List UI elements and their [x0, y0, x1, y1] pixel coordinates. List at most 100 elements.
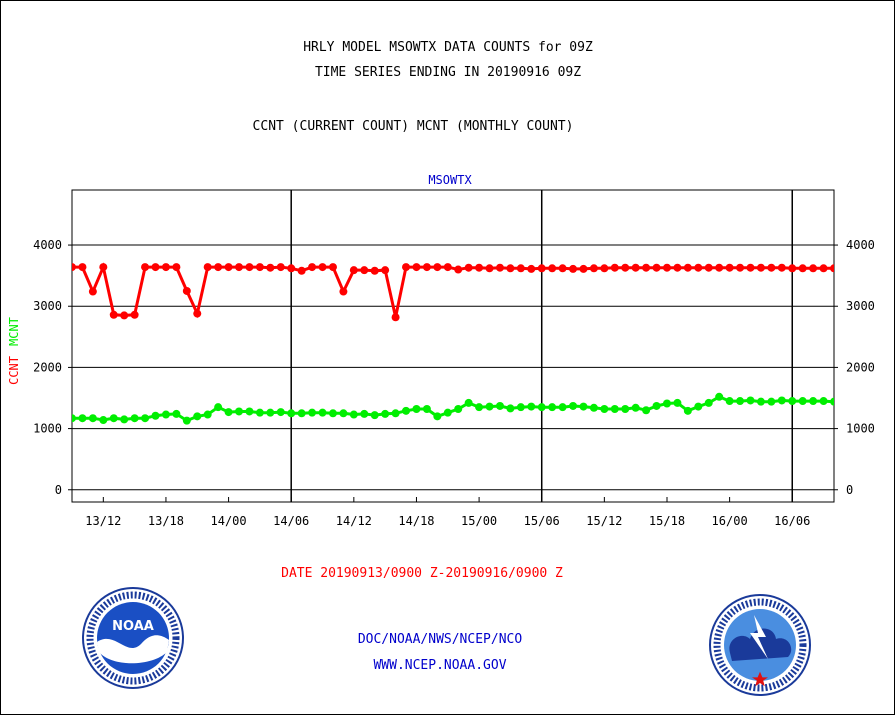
- x-tick-label: 14/12: [336, 514, 372, 528]
- data-point-ccnt: [454, 265, 463, 274]
- data-point-mcnt: [360, 409, 369, 418]
- data-point-ccnt: [99, 263, 108, 272]
- data-point-ccnt: [193, 309, 202, 318]
- data-point-ccnt: [736, 263, 745, 272]
- data-point-mcnt: [172, 409, 181, 418]
- data-point-mcnt: [495, 401, 504, 410]
- data-point-mcnt: [88, 414, 97, 423]
- y-tick-label-left: 3000: [33, 299, 62, 313]
- credit-line-2: WWW.NCEP.NOAA.GOV: [373, 658, 507, 673]
- data-point-ccnt: [172, 263, 181, 272]
- data-point-mcnt: [454, 405, 463, 414]
- data-point-mcnt: [109, 414, 118, 423]
- y-axis-label-mcnt: MCNT: [7, 317, 21, 346]
- data-point-mcnt: [235, 407, 244, 416]
- data-point-mcnt: [328, 409, 337, 418]
- data-point-mcnt: [141, 414, 150, 423]
- data-point-mcnt: [339, 409, 348, 418]
- data-point-mcnt: [308, 408, 317, 417]
- data-point-mcnt: [819, 397, 828, 406]
- data-point-mcnt: [579, 402, 588, 411]
- data-point-mcnt: [99, 416, 108, 425]
- data-point-ccnt: [673, 263, 682, 272]
- data-point-mcnt: [485, 402, 494, 411]
- data-point-ccnt: [370, 266, 379, 275]
- data-point-mcnt: [391, 409, 400, 418]
- data-point-ccnt: [433, 263, 442, 272]
- x-tick-label: 15/12: [586, 514, 622, 528]
- data-point-mcnt: [662, 399, 671, 408]
- data-point-ccnt: [704, 263, 713, 272]
- data-point-ccnt: [725, 263, 734, 272]
- data-point-ccnt: [120, 311, 129, 320]
- data-point-ccnt: [443, 263, 452, 272]
- data-point-mcnt: [736, 397, 745, 406]
- data-point-mcnt: [788, 397, 797, 406]
- data-point-ccnt: [809, 264, 818, 273]
- y-axis-label-group: CCNT MCNT: [7, 317, 21, 385]
- data-point-mcnt: [130, 414, 139, 423]
- noaa-logo-bird: [97, 635, 169, 664]
- series-mcnt: [72, 392, 834, 425]
- data-point-mcnt: [412, 405, 421, 414]
- date-range-label: DATE 20190913/0900 Z-20190916/0900 Z: [281, 566, 563, 581]
- data-point-ccnt: [402, 263, 411, 272]
- data-point-ccnt: [318, 263, 327, 272]
- nws-logo-lettering-ring: [713, 598, 807, 692]
- data-point-mcnt: [161, 410, 170, 419]
- x-tick-label: 15/06: [524, 514, 560, 528]
- noaa-logo: NOAA: [82, 587, 184, 689]
- data-point-mcnt: [621, 405, 630, 414]
- data-point-ccnt: [203, 263, 212, 272]
- data-point-mcnt: [120, 415, 129, 424]
- data-point-mcnt: [464, 398, 473, 407]
- data-point-mcnt: [631, 403, 640, 412]
- series-ccnt: [72, 262, 834, 322]
- data-point-mcnt: [381, 409, 390, 418]
- credit-line-1: DOC/NOAA/NWS/NCEP/NCO: [357, 632, 523, 647]
- data-point-ccnt: [516, 264, 525, 273]
- data-point-ccnt: [506, 264, 515, 273]
- data-point-ccnt: [495, 263, 504, 272]
- data-point-ccnt: [694, 263, 703, 272]
- data-point-ccnt: [569, 264, 578, 273]
- data-point-mcnt: [798, 397, 807, 406]
- data-point-mcnt: [475, 403, 484, 412]
- data-point-mcnt: [746, 396, 755, 405]
- data-point-ccnt: [360, 266, 369, 275]
- y-tick-label-left: 1000: [33, 422, 62, 436]
- data-point-mcnt: [266, 408, 275, 417]
- data-point-ccnt: [819, 264, 828, 273]
- data-point-ccnt: [830, 264, 834, 273]
- data-point-ccnt: [537, 264, 546, 273]
- data-point-mcnt: [527, 402, 536, 411]
- data-point-mcnt: [433, 412, 442, 421]
- national-weather-service-logo: [709, 594, 811, 696]
- data-point-ccnt: [485, 264, 494, 273]
- data-point-ccnt: [214, 263, 223, 272]
- data-point-ccnt: [224, 263, 233, 272]
- data-point-ccnt: [662, 263, 671, 272]
- data-point-ccnt: [182, 286, 191, 295]
- noaa-logo-wordmark: NOAA: [112, 619, 154, 634]
- data-point-mcnt: [683, 406, 692, 415]
- data-point-mcnt: [151, 411, 160, 420]
- data-point-ccnt: [339, 287, 348, 296]
- data-point-ccnt: [621, 263, 630, 272]
- data-point-ccnt: [548, 264, 557, 273]
- data-point-ccnt: [297, 266, 306, 275]
- data-point-mcnt: [318, 408, 327, 417]
- data-point-mcnt: [767, 397, 776, 406]
- data-point-ccnt: [328, 263, 337, 272]
- data-point-mcnt: [589, 403, 598, 412]
- x-tick-label: 16/00: [712, 514, 748, 528]
- data-point-mcnt: [715, 392, 724, 401]
- data-point-ccnt: [78, 263, 87, 272]
- data-point-mcnt: [443, 408, 452, 417]
- plot-title: MSOWTX: [428, 173, 472, 187]
- data-point-mcnt: [642, 406, 651, 415]
- data-point-mcnt: [245, 407, 254, 416]
- data-point-ccnt: [151, 263, 160, 272]
- data-point-mcnt: [402, 406, 411, 415]
